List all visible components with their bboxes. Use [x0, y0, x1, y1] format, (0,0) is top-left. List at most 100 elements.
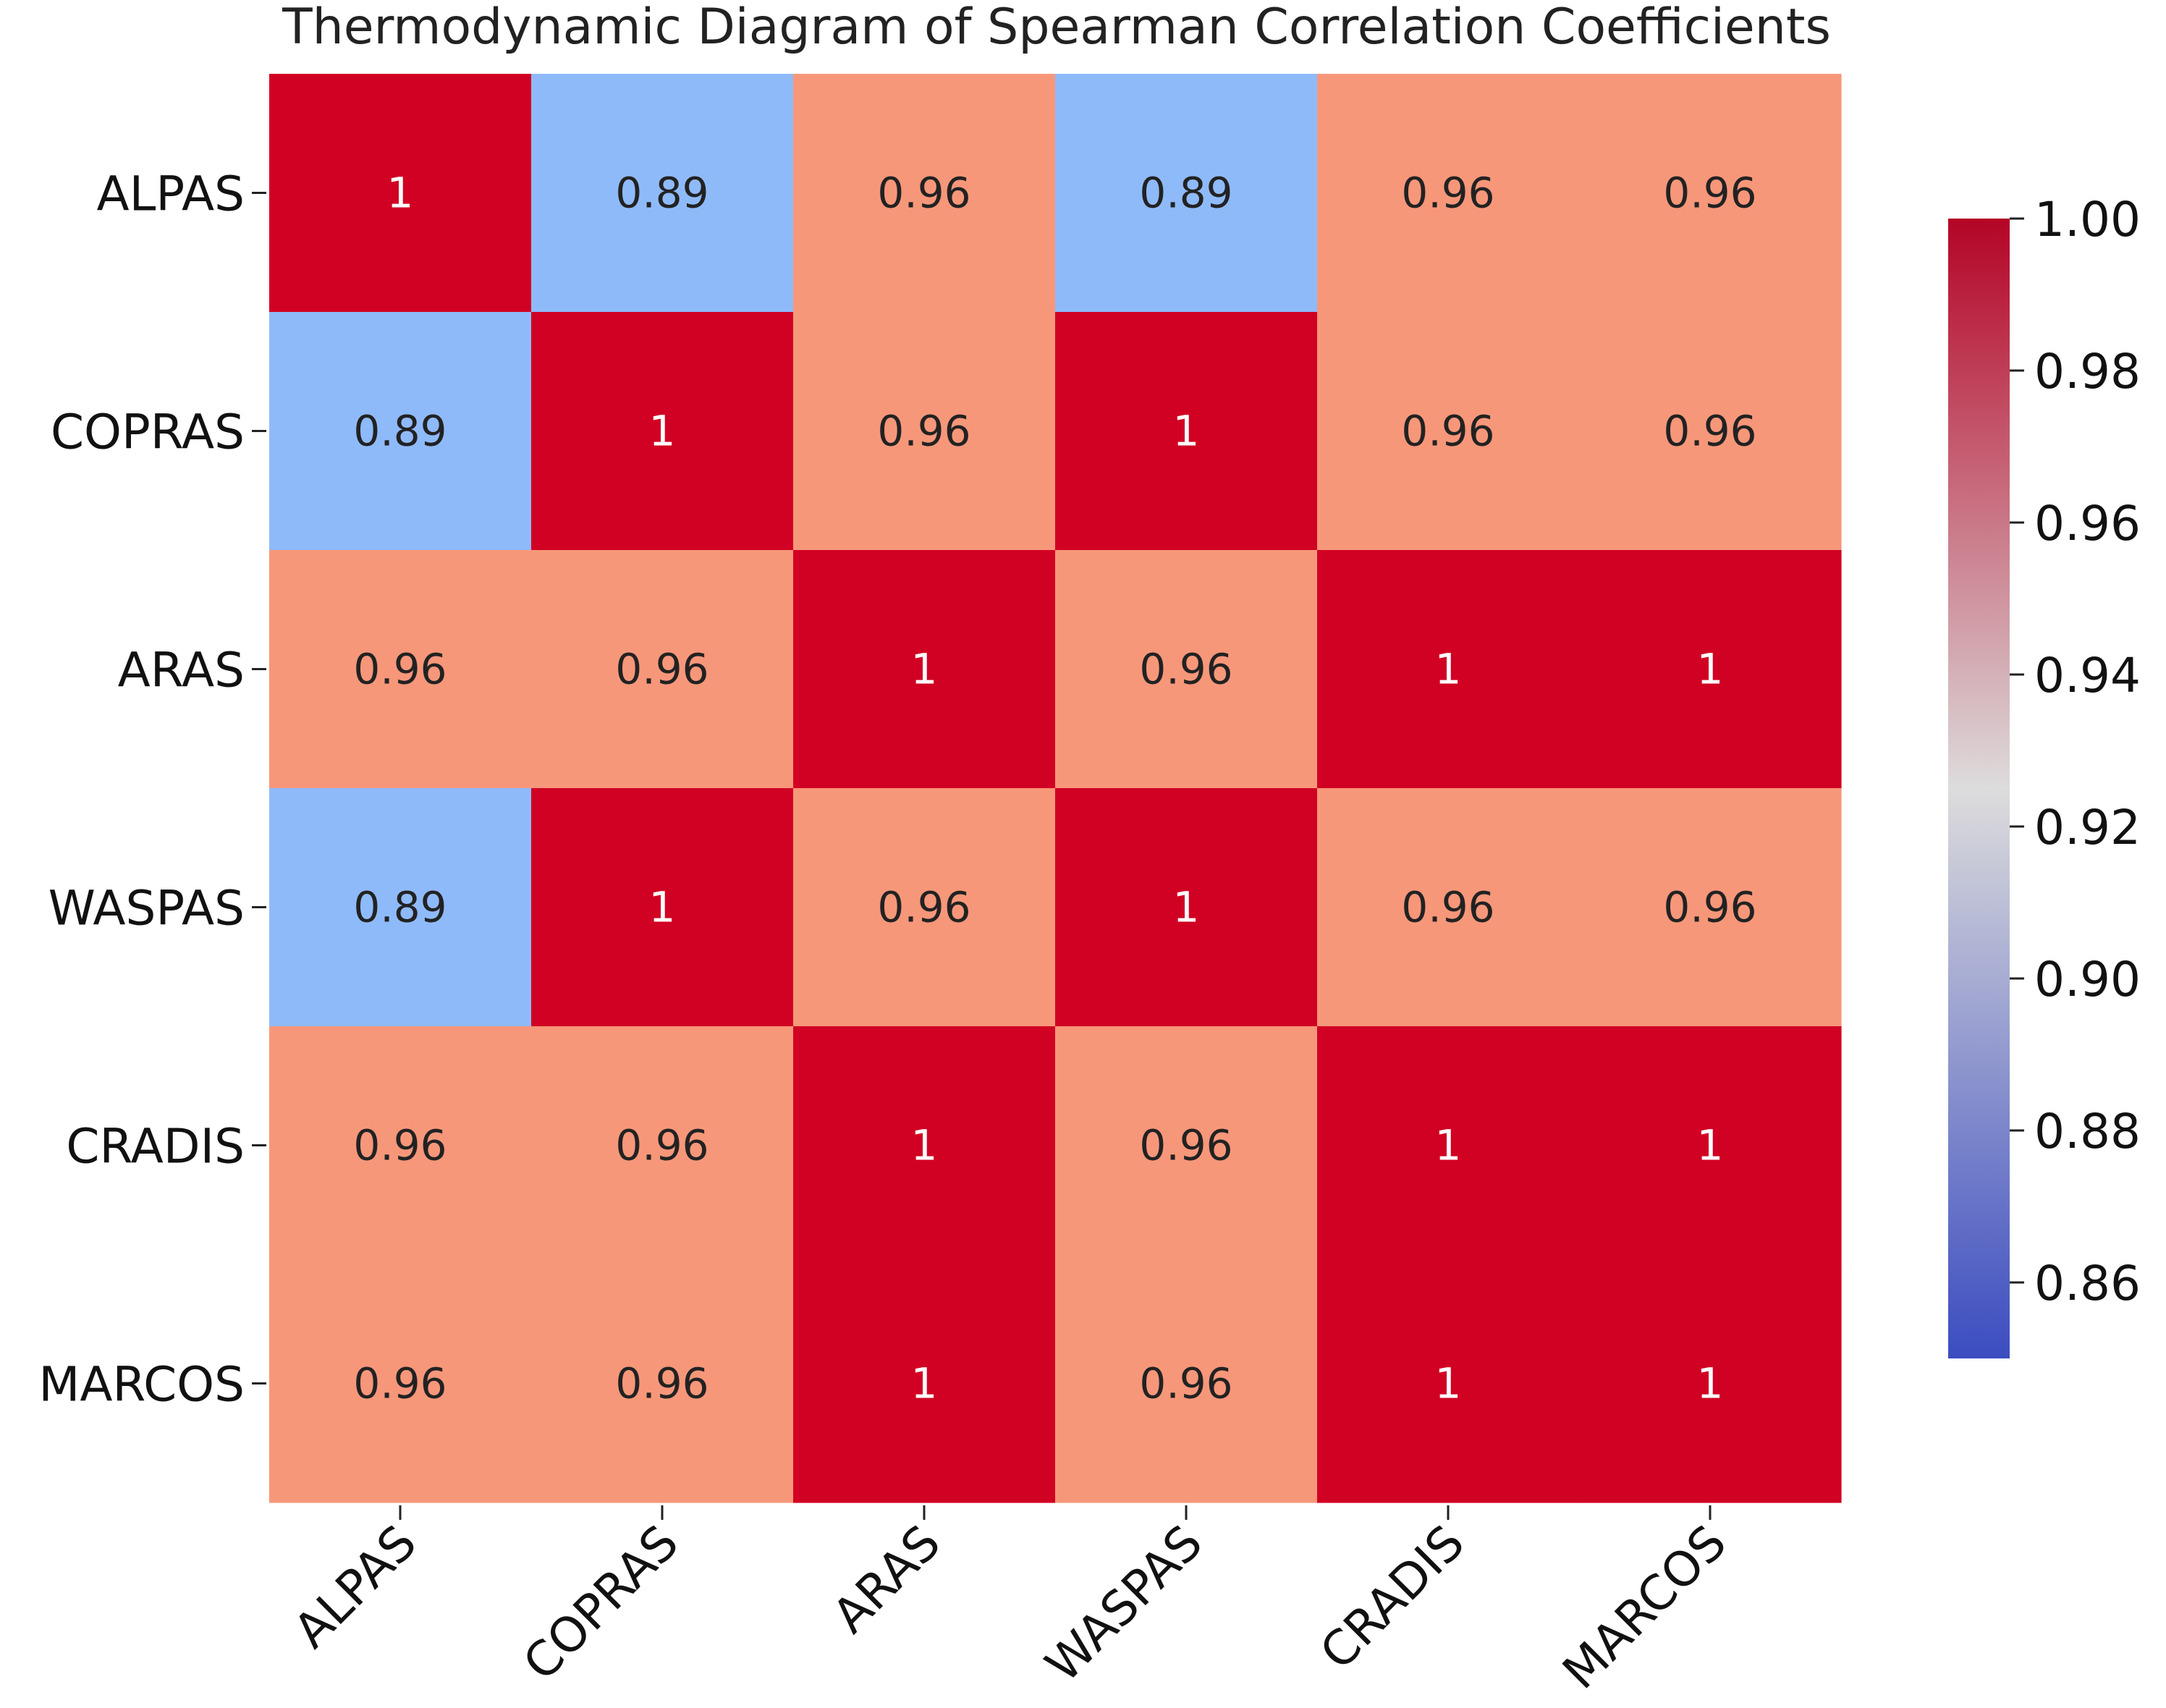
heatmap-cell — [531, 1026, 794, 1265]
heatmap-cell — [793, 1026, 1056, 1265]
cell-value-label: 0.96 — [877, 883, 970, 932]
cell-value-label: 1 — [387, 169, 414, 218]
heatmap-cell — [1317, 788, 1580, 1027]
cell-value-label: 0.96 — [1139, 645, 1232, 694]
heatmap-cells — [269, 74, 1842, 1503]
y-tick-label: CRADIS — [66, 1119, 245, 1175]
heatmap-cell — [1055, 788, 1318, 1027]
heatmap-cell — [269, 74, 532, 313]
heatmap-cell — [1055, 1264, 1318, 1503]
x-tick-label: MARCOS — [1552, 1515, 1738, 1700]
heatmap-cell — [1317, 1026, 1580, 1265]
y-tick-label: ALPAS — [96, 166, 245, 222]
heatmap-cell — [531, 550, 794, 789]
heatmap-cell — [269, 788, 532, 1027]
heatmap-cell — [793, 1264, 1056, 1503]
heatmap-cell — [1055, 1026, 1318, 1265]
heatmap-cell — [269, 1264, 532, 1503]
cell-value-label: 0.96 — [1663, 883, 1756, 932]
y-tick-label: ARAS — [118, 643, 245, 698]
x-tick-label: ARAS — [822, 1515, 951, 1644]
colorbar: 1.00 0.98 0.96 0.94 0.92 0.90 0.88 0.86 — [1948, 192, 2141, 1358]
colorbar-tick-label: 0.90 — [2034, 952, 2141, 1007]
cell-value-label: 0.89 — [353, 883, 447, 932]
heatmap-cell — [1055, 550, 1318, 789]
heatmap-cell — [793, 74, 1056, 313]
colorbar-gradient — [1948, 219, 2010, 1358]
y-tick-label: COPRAS — [51, 405, 245, 460]
y-tick-label: MARCOS — [38, 1357, 245, 1413]
heatmap-cell — [1317, 312, 1580, 551]
cell-value-label: 0.96 — [615, 1121, 708, 1170]
cell-value-label: 0.96 — [1663, 407, 1756, 456]
colorbar-tick-label: 0.94 — [2034, 648, 2141, 703]
heatmap-cell — [1579, 1264, 1842, 1503]
colorbar-tick-label: 0.88 — [2034, 1104, 2141, 1159]
cell-value-label: 1 — [649, 883, 676, 932]
cell-value-label: 0.96 — [877, 407, 970, 456]
cell-value-label: 0.89 — [615, 169, 708, 218]
colorbar-tick-label: 0.96 — [2034, 496, 2141, 551]
cell-value-label: 0.89 — [353, 407, 447, 456]
cell-value-label: 0.96 — [1401, 169, 1494, 218]
heatmap-cell — [793, 550, 1056, 789]
cell-value-label: 1 — [649, 407, 676, 456]
heatmap-cell — [1579, 1026, 1842, 1265]
cell-value-label: 1 — [1697, 1121, 1724, 1170]
cell-value-label: 0.96 — [1401, 883, 1494, 932]
cell-value-label: 1 — [911, 1359, 938, 1408]
cell-value-label: 0.96 — [353, 1121, 447, 1170]
y-axis: ALPAS COPRAS ARAS WASPAS CRADIS MARCOS — [38, 166, 266, 1413]
heatmap-cell — [793, 312, 1056, 551]
chart-title: Thermodynamic Diagram of Spearman Correl… — [282, 0, 1831, 56]
cell-value-label: 1 — [911, 645, 938, 694]
x-tick-label: COPRAS — [512, 1515, 689, 1691]
cell-value-label: 1 — [1173, 407, 1200, 456]
heatmap-cell — [531, 788, 794, 1027]
heatmap-cell — [793, 788, 1056, 1027]
cell-value-label: 1 — [911, 1121, 938, 1170]
heatmap-cell — [1579, 74, 1842, 313]
x-tick-label: CRADIS — [1309, 1515, 1475, 1680]
cell-value-label: 1 — [1435, 645, 1462, 694]
cell-value-label: 0.89 — [1139, 169, 1232, 218]
heatmap-cell — [1055, 74, 1318, 313]
heatmap-cell — [531, 1264, 794, 1503]
heatmap-cell — [1317, 74, 1580, 313]
cell-value-label: 0.96 — [1139, 1121, 1232, 1170]
colorbar-tick-label: 0.98 — [2034, 344, 2141, 399]
y-tick-label: WASPAS — [48, 881, 245, 937]
cell-value-label: 0.96 — [353, 645, 447, 694]
cell-value-label: 0.96 — [615, 1359, 708, 1408]
heatmap-cell — [1055, 312, 1318, 551]
cell-value-label: 1 — [1697, 1359, 1724, 1408]
colorbar-tick-label: 0.86 — [2034, 1256, 2141, 1311]
heatmap-cell — [1317, 1264, 1580, 1503]
heatmap-cell — [1317, 550, 1580, 789]
cell-value-label: 0.96 — [877, 169, 970, 218]
cell-value-label: 0.96 — [1139, 1359, 1232, 1408]
cell-value-label: 0.96 — [615, 645, 708, 694]
heatmap-cell — [269, 1026, 532, 1265]
x-tick-label: WASPAS — [1035, 1515, 1213, 1693]
colorbar-tick-label: 0.92 — [2034, 800, 2141, 855]
heatmap-cell-labels: 1 0.89 0.96 0.89 0.96 0.96 0.89 1 0.96 1 0.96 0.96 0… — [353, 169, 1756, 1408]
heatmap-cell — [531, 312, 794, 551]
cell-value-label: 0.96 — [1663, 169, 1756, 218]
heatmap-cell — [1579, 788, 1842, 1027]
x-tick-label: ALPAS — [283, 1515, 427, 1659]
cell-value-label: 1 — [1697, 645, 1724, 694]
heatmap-cell — [1579, 550, 1842, 789]
heatmap-cell — [269, 312, 532, 551]
cell-value-label: 1 — [1173, 883, 1200, 932]
cell-value-label: 0.96 — [353, 1359, 447, 1408]
heatmap-cell — [531, 74, 794, 313]
colorbar-ticks: 1.00 0.98 0.96 0.94 0.92 0.90 0.88 0.86 — [2010, 192, 2141, 1311]
heatmap-cell — [269, 550, 532, 789]
colorbar-tick-label: 1.00 — [2034, 192, 2141, 248]
cell-value-label: 0.96 — [1401, 407, 1494, 456]
cell-value-label: 1 — [1435, 1359, 1462, 1408]
x-axis: ALPAS COPRAS ARAS WASPAS CRADIS MARCOS — [283, 1505, 1737, 1700]
cell-value-label: 1 — [1435, 1121, 1462, 1170]
